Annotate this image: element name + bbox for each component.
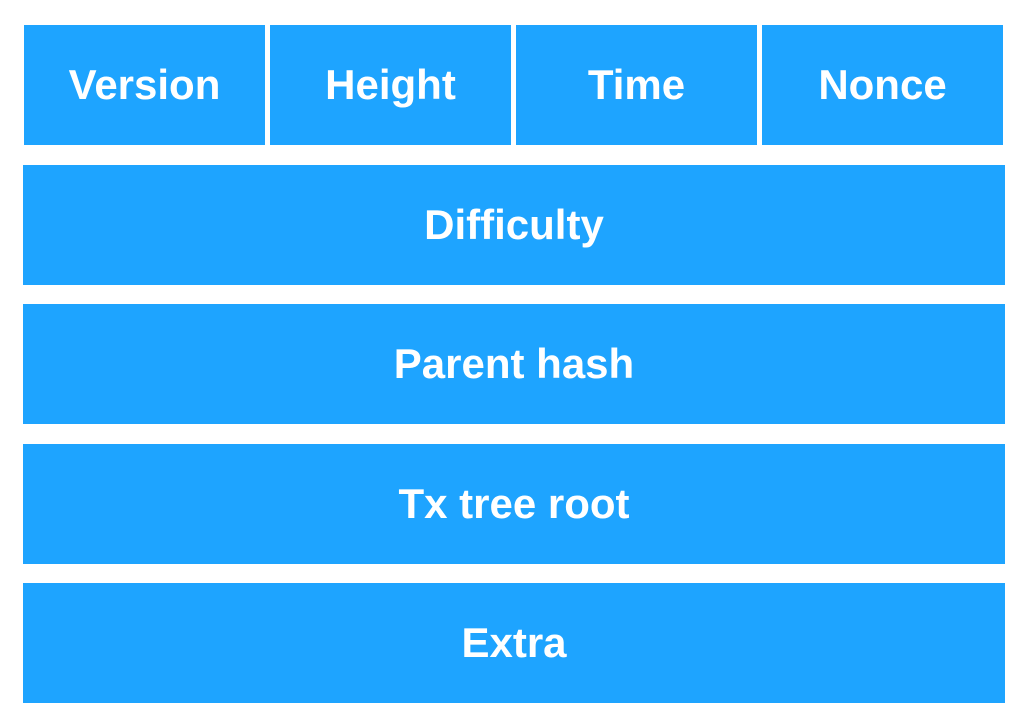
- height-field: Height: [270, 25, 511, 145]
- version-label: Version: [68, 61, 221, 108]
- difficulty-label: Difficulty: [424, 201, 604, 248]
- nonce-field: Nonce: [762, 25, 1003, 145]
- parent-hash-field: Parent hash: [23, 304, 1005, 424]
- nonce-label: Nonce: [818, 61, 947, 108]
- difficulty-field: Difficulty: [23, 165, 1005, 285]
- tx-tree-root-label: Tx tree root: [398, 480, 630, 527]
- parent-hash-label: Parent hash: [393, 340, 635, 387]
- time-label: Time: [587, 61, 686, 108]
- tx-tree-root-field: Tx tree root: [23, 444, 1005, 564]
- extra-label: Extra: [461, 619, 567, 666]
- height-label: Height: [325, 61, 456, 108]
- version-field: Version: [24, 25, 265, 145]
- time-field: Time: [516, 25, 757, 145]
- extra-field: Extra: [23, 583, 1005, 703]
